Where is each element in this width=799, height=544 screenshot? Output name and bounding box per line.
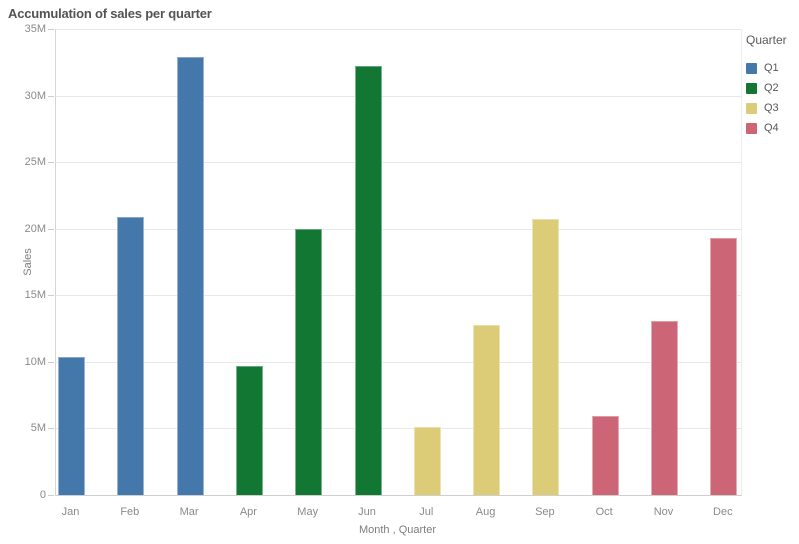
bar-may[interactable]	[295, 228, 323, 495]
legend-label-q4: Q4	[764, 122, 779, 134]
bar-jun[interactable]	[354, 66, 382, 495]
x-tick-label-jul: Jul	[419, 506, 434, 518]
bar-jul[interactable]	[413, 427, 441, 495]
legend-item-q2[interactable]: Q2	[746, 78, 798, 98]
y-tick-label-0: 0	[39, 489, 46, 501]
bar-dec[interactable]	[710, 238, 738, 495]
legend-label-q1: Q1	[764, 62, 779, 74]
bar-nov[interactable]	[651, 320, 678, 495]
bar-mar[interactable]	[176, 56, 204, 495]
gridline-35m	[56, 29, 741, 30]
legend-swatch-q3	[746, 102, 757, 114]
x-tick-label-apr: Apr	[239, 506, 257, 518]
bar-jan[interactable]	[58, 356, 85, 495]
x-tick-label-jun: Jun	[358, 506, 376, 518]
y-tick-mark	[48, 295, 54, 297]
y-tick-label-5m: 5M	[30, 422, 46, 435]
y-axis-title: Sales	[22, 248, 34, 276]
y-tick-label-35m: 35M	[24, 23, 46, 35]
x-tick-label-aug: Aug	[475, 506, 496, 518]
y-tick-mark	[48, 162, 54, 164]
y-tick-label-10m: 10M	[24, 355, 46, 368]
x-tick-label-oct: Oct	[595, 506, 613, 518]
legend-item-q4[interactable]: Q4	[746, 118, 798, 138]
bar-aug[interactable]	[473, 324, 501, 495]
legend-swatch-q2	[746, 82, 757, 94]
x-tick-label-may: May	[297, 506, 319, 518]
bar-oct[interactable]	[591, 416, 619, 495]
y-tick-mark	[48, 495, 54, 496]
x-tick-label-jan: Jan	[61, 506, 80, 518]
gridline-10m	[56, 361, 741, 363]
y-tick-label-25m: 25M	[24, 156, 46, 169]
y-tick-label-20m: 20M	[24, 222, 46, 235]
gridline-5m	[56, 428, 741, 430]
y-tick-mark	[48, 95, 54, 97]
legend-label-q3: Q3	[764, 102, 779, 114]
y-tick-mark	[48, 428, 54, 430]
legend-items: Q1 Q2 Q3 Q4	[746, 58, 798, 138]
gridline-30m	[56, 95, 741, 97]
bar-apr[interactable]	[235, 365, 263, 495]
legend-title: Quarter	[746, 33, 787, 47]
legend-item-q3[interactable]: Q3	[746, 98, 798, 118]
legend-swatch-q1	[746, 62, 757, 74]
legend: Quarter Q1 Q2 Q3 Q4	[746, 33, 798, 138]
gridline-20m	[56, 228, 741, 230]
legend-item-q1[interactable]: Q1	[746, 58, 798, 78]
gridline-15m	[56, 295, 741, 297]
x-tick-label-nov: Nov	[653, 506, 674, 518]
x-axis-title: Month , Quarter	[358, 524, 437, 536]
y-tick-mark	[48, 361, 54, 363]
chart-title: Accumulation of sales per quarter	[8, 6, 212, 21]
bar-sep[interactable]	[532, 219, 560, 495]
gridline-25m	[56, 162, 741, 164]
y-tick-mark	[48, 228, 54, 230]
plot-area	[55, 29, 742, 496]
legend-swatch-q4	[746, 122, 757, 134]
x-tick-label-mar: Mar	[179, 506, 199, 518]
x-tick-label-feb: Feb	[120, 506, 140, 518]
y-tick-label-30m: 30M	[24, 89, 46, 102]
y-tick-label-15m: 15M	[24, 289, 46, 302]
x-tick-label-dec: Dec	[713, 506, 733, 518]
x-tick-label-sep: Sep	[535, 506, 555, 518]
y-tick-mark	[48, 29, 54, 30]
bar-feb[interactable]	[117, 216, 145, 495]
legend-label-q2: Q2	[764, 82, 779, 94]
